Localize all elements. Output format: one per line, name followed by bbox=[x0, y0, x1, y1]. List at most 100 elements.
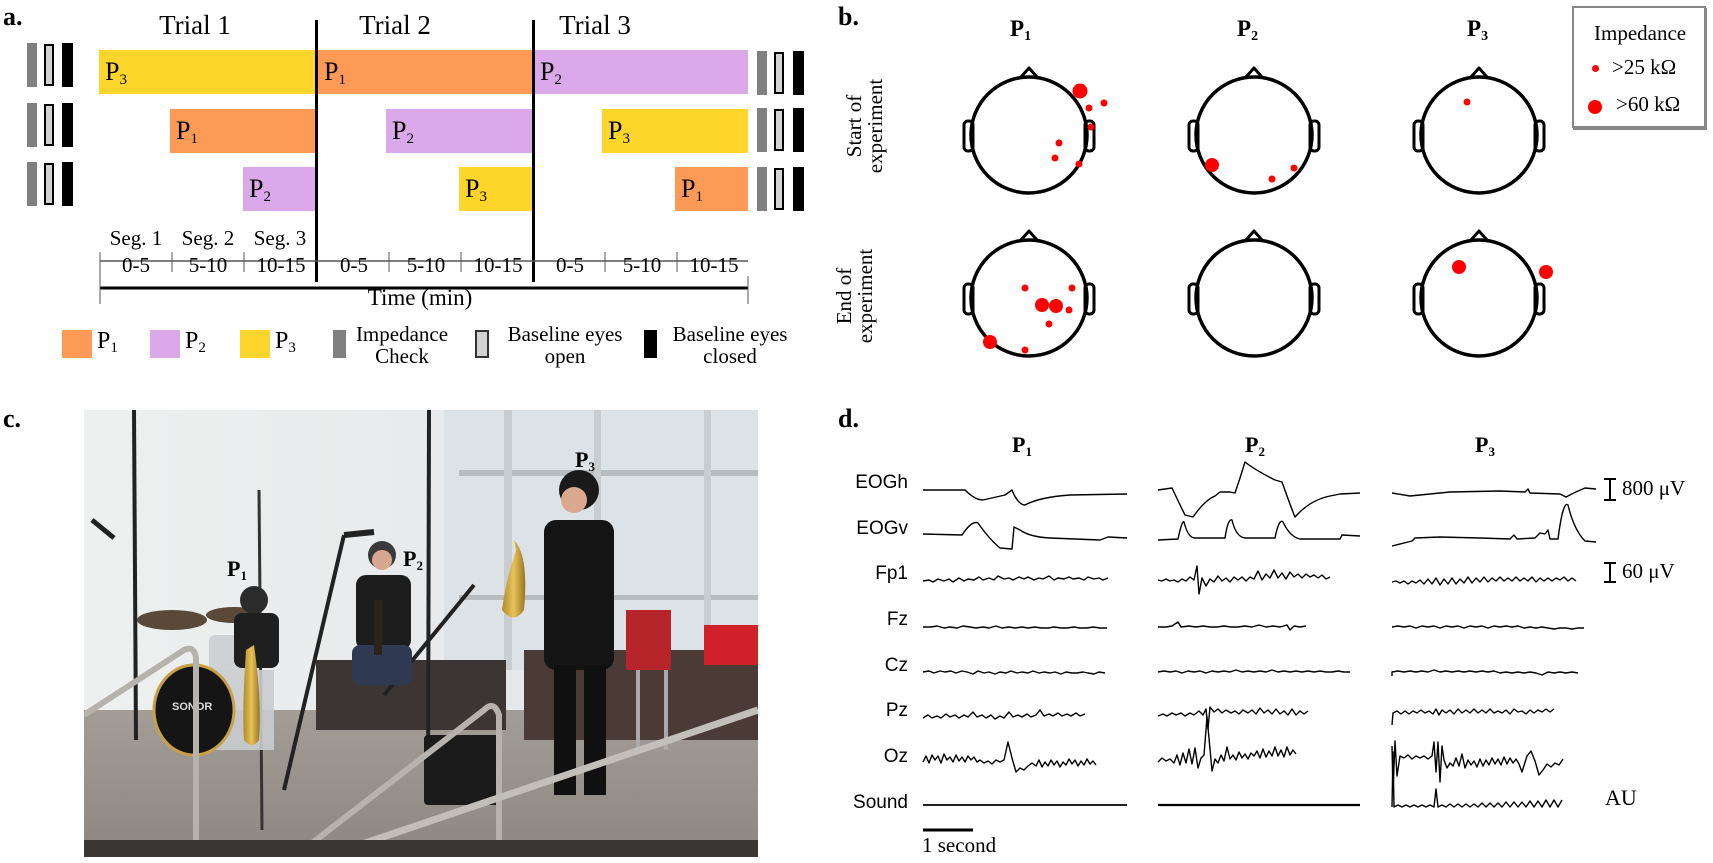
trial-3-title: Trial 3 bbox=[559, 10, 631, 40]
column-title-p2: P2 bbox=[1245, 432, 1265, 459]
bar-trial2-p1: P1 bbox=[318, 50, 533, 94]
time-tick: 5-10 bbox=[406, 253, 446, 277]
trace-p1-cz bbox=[922, 670, 1106, 675]
legend-swatch-eyes-closed bbox=[644, 330, 657, 358]
time-tick: 10-15 bbox=[689, 253, 739, 277]
legend-swatch-impedance bbox=[333, 330, 346, 358]
seg-2-label: Seg. 2 bbox=[181, 226, 235, 250]
trace-p3-fz bbox=[1391, 625, 1584, 630]
time-axis bbox=[99, 252, 749, 304]
eyes-closed-block bbox=[793, 51, 804, 95]
channel-label-sound: Sound bbox=[853, 792, 908, 813]
eyes-closed-block bbox=[62, 43, 73, 87]
bar-trial3-p3: P3 bbox=[602, 109, 748, 153]
head-maps bbox=[962, 66, 1553, 358]
head-p2-start bbox=[1187, 66, 1321, 195]
trace-p1-fz bbox=[923, 625, 1107, 629]
legend-swatch-eyes-open bbox=[475, 330, 489, 358]
head-p3-end bbox=[1412, 229, 1553, 358]
impedance-large-label: >60 kΩ bbox=[1616, 92, 1681, 116]
eyes-closed-block bbox=[793, 167, 804, 211]
eyes-open-block bbox=[44, 163, 54, 205]
time-tick: 10-15 bbox=[473, 253, 523, 277]
trace-p1-eogv bbox=[922, 521, 1128, 550]
impedance-check-block bbox=[27, 43, 37, 87]
photo-label-p1: P1 bbox=[227, 556, 247, 583]
photo-label-p2: P2 bbox=[403, 546, 423, 573]
trial-2-title: Trial 2 bbox=[359, 10, 431, 40]
trace-p1-fp1 bbox=[922, 575, 1109, 583]
scale-label-eog: 800 μV bbox=[1622, 476, 1686, 500]
legend-label-p3: P3 bbox=[275, 328, 296, 356]
legend-label-eyes-open: Baseline eyes open bbox=[507, 322, 623, 368]
trace-p2-cz bbox=[1157, 669, 1350, 674]
time-tick: 5-10 bbox=[622, 253, 662, 277]
impedance-small-label: >25 kΩ bbox=[1612, 55, 1677, 79]
trace-p2-oz bbox=[1157, 716, 1297, 772]
bar-trial1-p3: P3 bbox=[99, 50, 317, 94]
head-p1-end bbox=[962, 229, 1096, 358]
trace-p3-oz bbox=[1391, 740, 1564, 792]
seg-1-label: Seg. 1 bbox=[109, 226, 163, 250]
impedance-check-block bbox=[757, 51, 767, 95]
performance-photo: SONOR bbox=[84, 410, 758, 857]
trace-p3-sound bbox=[1391, 751, 1563, 808]
eyes-open-block bbox=[44, 44, 54, 86]
bar-trial2-p3: P3 bbox=[459, 167, 532, 211]
legend-swatch-p1 bbox=[62, 330, 92, 358]
bar-trial3-p1: P1 bbox=[675, 167, 748, 211]
trace-p2-pz bbox=[1157, 706, 1309, 730]
trace-p2-eogh bbox=[1157, 461, 1361, 518]
drum-brand-text: SONOR bbox=[172, 701, 212, 713]
trace-p2-fp1 bbox=[1157, 565, 1331, 595]
time-tick: 0-5 bbox=[122, 253, 150, 277]
trace-p3-eogv bbox=[1391, 503, 1597, 547]
legend-label-eyes-closed: Baseline eyes closed bbox=[672, 322, 788, 368]
bar-trial3-p2: P2 bbox=[534, 50, 748, 94]
trace-p1-oz bbox=[922, 741, 1097, 773]
legend-swatch-p2 bbox=[150, 330, 180, 358]
column-title-p2: P2 bbox=[1237, 16, 1259, 44]
small-dot-icon bbox=[1592, 65, 1599, 72]
eyes-open-block bbox=[774, 109, 784, 151]
x-axis-label: Time (min) bbox=[367, 285, 473, 310]
column-title-p1: P1 bbox=[1010, 16, 1032, 44]
channel-label-oz: Oz bbox=[883, 746, 908, 767]
channel-label-fp1: Fp1 bbox=[875, 563, 908, 584]
panel-letter-d: d. bbox=[838, 404, 859, 433]
eyes-closed-block bbox=[793, 108, 804, 152]
trace-p3-eogh bbox=[1391, 487, 1597, 498]
head-p3-start bbox=[1412, 66, 1546, 195]
time-tick: 0-5 bbox=[340, 253, 368, 277]
trial-1-title: Trial 1 bbox=[159, 10, 231, 40]
column-title-p3: P3 bbox=[1475, 432, 1495, 459]
trace-p1-eogh bbox=[923, 489, 1128, 506]
impedance-check-block bbox=[757, 167, 767, 211]
legend-label-p1: P1 bbox=[97, 328, 118, 356]
column-title-p3: P3 bbox=[1467, 16, 1489, 44]
panel-letter-b: b. bbox=[838, 2, 859, 31]
impedance-legend: Impedance >25 kΩ >60 kΩ bbox=[1572, 6, 1706, 128]
bar-trial1-p1: P1 bbox=[170, 109, 316, 153]
channel-label-cz: Cz bbox=[884, 655, 908, 676]
legend-swatch-p3 bbox=[240, 330, 270, 358]
time-tick: 10-15 bbox=[256, 253, 306, 277]
photo-label-p3: P3 bbox=[575, 447, 595, 474]
eyes-open-block bbox=[44, 104, 54, 146]
column-title-p1: P1 bbox=[1012, 432, 1032, 459]
head-p1-start bbox=[962, 66, 1108, 195]
trace-p3-fp1 bbox=[1391, 576, 1577, 586]
impedance-check-block bbox=[27, 162, 37, 206]
bar-trial2-p2: P2 bbox=[386, 109, 532, 153]
impedance-check-block bbox=[27, 103, 37, 147]
seg-3-label: Seg. 3 bbox=[253, 226, 307, 250]
trace-p3-cz bbox=[1391, 669, 1579, 676]
trace-p2-fz bbox=[1158, 621, 1307, 631]
trace-p2-eogv bbox=[1157, 519, 1361, 541]
eyes-closed-block bbox=[62, 162, 73, 206]
impedance-check-block bbox=[757, 108, 767, 152]
impedance-legend-title: Impedance bbox=[1594, 21, 1687, 45]
large-dot-icon bbox=[1588, 100, 1602, 114]
eyes-open-block bbox=[774, 52, 784, 94]
channel-label-pz: Pz bbox=[885, 700, 908, 721]
